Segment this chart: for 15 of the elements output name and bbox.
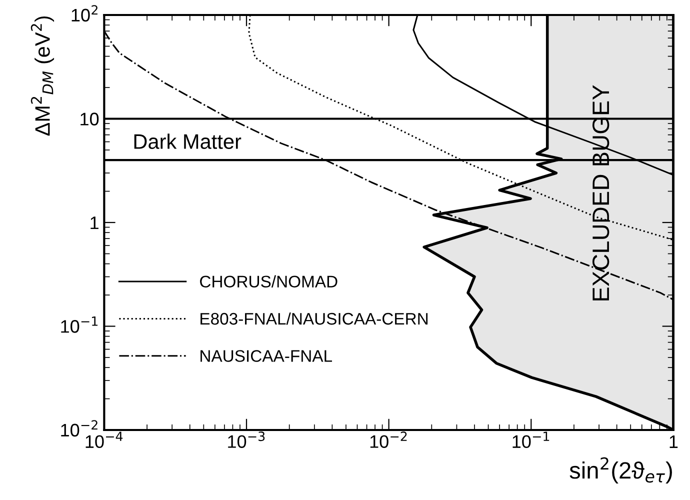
y-axis-title: ΔM$^{2}$$_{DM}$ (eV$^{2}$): [30, 16, 54, 136]
legend-label: CHORUS/NOMAD: [200, 275, 338, 288]
x-tick-label: 10$^{−4}$: [86, 432, 123, 448]
ref-line-label: Dark Matter: [134, 134, 242, 149]
x-tick-label: 10$^{−3}$: [228, 432, 265, 448]
x-tick-label: 10$^{−1}$: [512, 432, 550, 448]
x-tick-label: 10$^{−2}$: [370, 432, 407, 448]
y-tick-label: 10$^{2}$: [72, 5, 98, 22]
y-tick-label: 10: [80, 112, 99, 126]
x-axis-title: sin$^{2}$(2ϑ$_{eτ}$): [570, 457, 672, 484]
legend-label: NAUSICAA-FNAL: [200, 350, 332, 362]
x-tick-label: 1: [670, 436, 678, 448]
legend-label: E803-FNAL/NAUSICAA-CERN: [200, 312, 428, 325]
y-tick-label: 10$^{−1}$: [61, 316, 98, 333]
y-tick-label: 1: [90, 216, 98, 230]
